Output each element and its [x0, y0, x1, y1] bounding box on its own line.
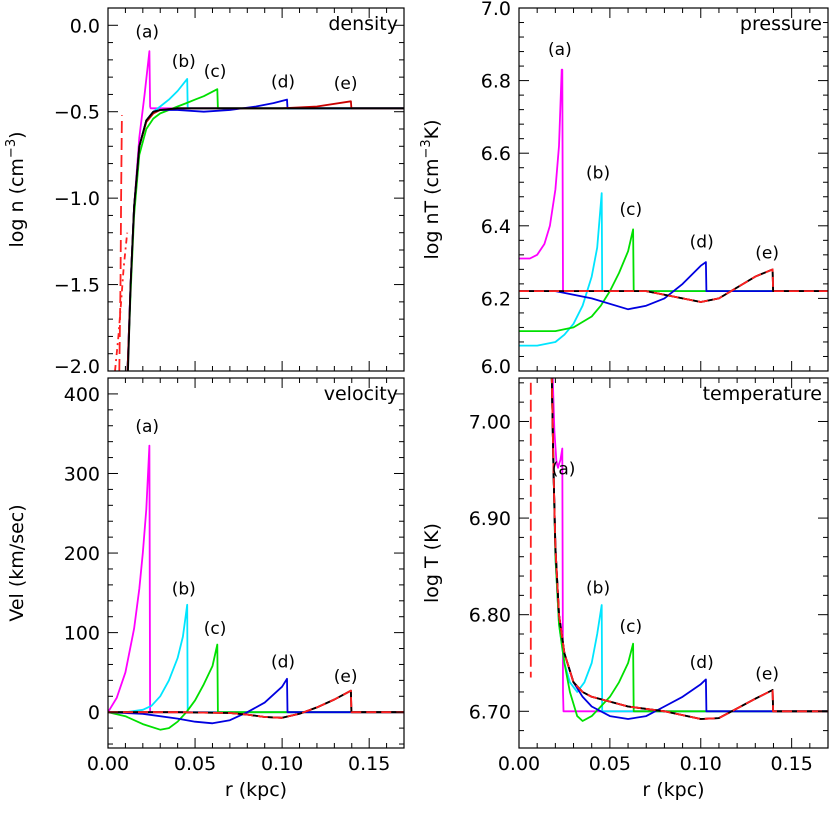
curve-annotation: (e) [755, 664, 779, 684]
ticks [518, 378, 829, 748]
x-tick-label: 0.05 [589, 753, 631, 775]
y-tick-label: 6.8 [481, 71, 511, 93]
y-tick-label: −0.5 [54, 102, 100, 124]
y-tick-label: 6.4 [481, 216, 511, 238]
plot-frame [107, 377, 405, 749]
y-tick-label: 7.0 [481, 0, 511, 20]
y-axis-label: log nT (cm−3K) [419, 119, 443, 259]
series-c-line [126, 88, 404, 371]
y-tick-label: 6.90 [469, 508, 511, 530]
y-tick-label: −1.5 [54, 275, 100, 297]
x-tick-label: 0.00 [498, 753, 540, 775]
series-b-line [126, 78, 404, 371]
series-a-line [519, 68, 828, 292]
curve-annotation: (c) [204, 619, 227, 639]
plot-frame [518, 7, 829, 372]
curve-annotation: (e) [334, 667, 358, 687]
curve-annotation: (b) [586, 578, 610, 598]
panel-density: −2.0 −1.5 −1.0 −0.5 0.0 log n (cm−3) density (a… [4, 7, 405, 378]
y-axis-label: Vel (km/sec) [6, 504, 28, 621]
ticks [518, 7, 829, 372]
panel-pressure: 6.0 6.2 6.4 6.6 6.8 7.0 log nT (cm−3K) pressure… [419, 0, 829, 378]
curve-annotation: (d) [690, 653, 714, 673]
y-tick-label: 0 [88, 702, 100, 724]
x-tick-label: 0.10 [680, 753, 722, 775]
ticks [107, 7, 405, 372]
curve-annotation: (a) [135, 417, 159, 437]
series-a-line [108, 444, 404, 714]
y-axis-label: log T (K) [421, 523, 443, 603]
panel-title: temperature [703, 383, 822, 405]
curve-annotation: (c) [619, 200, 642, 220]
y-tick-label: 6.80 [469, 605, 511, 627]
curve-annotation: (b) [586, 164, 610, 184]
x-tick-label: 0.15 [770, 753, 812, 775]
y-tick-label: 6.0 [481, 356, 511, 378]
x-tick-label: 0.15 [348, 753, 390, 775]
series-a-line [551, 378, 828, 713]
y-tick-label: 6.6 [481, 143, 511, 165]
curve-annotation: (d) [271, 653, 295, 673]
series-group [519, 68, 828, 347]
series-dash-line [550, 378, 828, 720]
curve-annotation: (a) [552, 460, 576, 480]
panel-title: velocity [324, 383, 398, 405]
y-tick-label: −1.0 [54, 188, 100, 210]
curve-annotation: (a) [135, 22, 159, 42]
series-group [529, 378, 828, 722]
y-tick-label: −2.0 [54, 356, 100, 378]
curve-annotation: (b) [172, 579, 196, 599]
y-axis-label: log n (cm−3) [4, 131, 28, 247]
y-tick-label: 0.0 [70, 15, 100, 37]
curve-annotation: (d) [690, 233, 714, 253]
series-dash-line [118, 115, 123, 371]
curve-annotation: (b) [172, 52, 196, 72]
panel-velocity: 0 100 200 300 400 0.00 0.05 0.10 0.15 r (kpc) Vel … [6, 377, 405, 801]
curve-annotation: (c) [204, 62, 227, 82]
x-tick-label: 0.10 [261, 753, 303, 775]
series-b-line [519, 192, 828, 347]
plot-frame [107, 7, 405, 372]
panel-title: density [328, 13, 398, 35]
series-dash-line [519, 268, 828, 303]
y-tick-label: 400 [64, 384, 100, 406]
y-tick-label: 300 [64, 463, 100, 485]
series-group [114, 50, 404, 371]
series-group [108, 444, 404, 731]
series-dashdot-line [114, 232, 129, 371]
series-b-line [108, 603, 404, 714]
y-tick-label: 200 [64, 543, 100, 565]
y-tick-label: 100 [64, 623, 100, 645]
curve-annotation: (e) [755, 243, 779, 263]
y-tick-label: 6.2 [481, 288, 511, 310]
series-black-line [127, 107, 404, 371]
panel-temperature: 6.70 6.80 6.90 7.00 0.00 0.05 0.10 0.15 r (kpc) l… [421, 377, 829, 801]
y-tick-label: 6.70 [469, 701, 511, 723]
series-d-line [126, 98, 404, 371]
plot-frame [518, 377, 829, 749]
series-d-line [519, 261, 828, 311]
curve-annotation: (c) [619, 617, 642, 637]
y-tick-label: 7.00 [469, 411, 511, 433]
series-e-line [126, 100, 404, 371]
series-c-line [519, 228, 828, 332]
curve-annotation: (a) [548, 40, 572, 60]
x-tick-label: 0.05 [174, 753, 216, 775]
panel-title: pressure [740, 13, 822, 35]
series-dash-line [108, 689, 404, 719]
series-c-line [108, 643, 404, 731]
ticks [107, 377, 405, 748]
series-d-line [108, 677, 404, 725]
x-tick-label: 0.00 [87, 753, 129, 775]
x-axis-label: r (kpc) [225, 779, 287, 801]
curve-annotation: (d) [271, 73, 295, 93]
x-axis-label: r (kpc) [642, 779, 704, 801]
curve-annotation: (e) [334, 74, 358, 94]
